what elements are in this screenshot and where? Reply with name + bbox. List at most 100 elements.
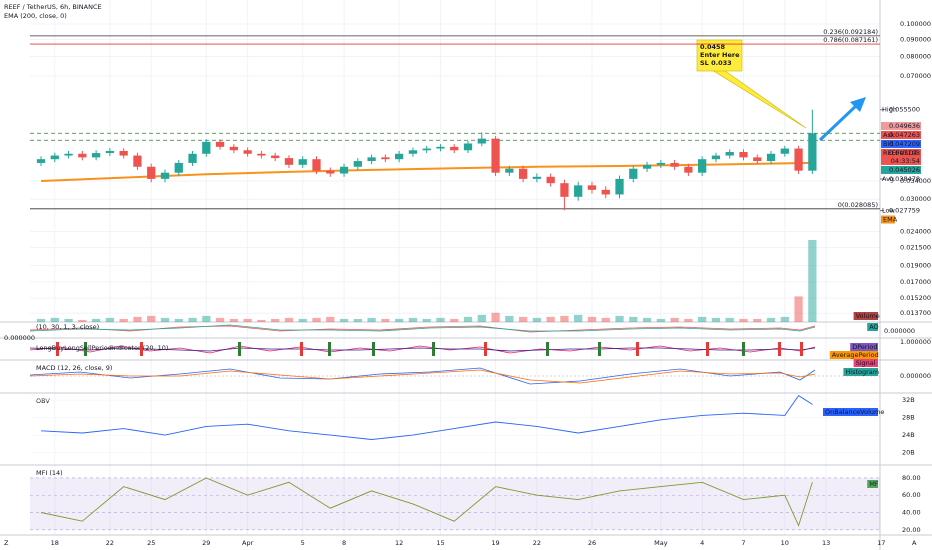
signal-bar: [432, 342, 435, 356]
y-tick-label: 0.021500: [900, 244, 931, 252]
volume-bar: [560, 315, 569, 322]
candle-body: [615, 178, 624, 195]
callout-text: SL 0.033: [700, 59, 732, 67]
price-tag-name: Bid: [883, 140, 893, 148]
y-tick-label: 0.015200: [900, 294, 931, 302]
y-tick-label: 0.090000: [900, 35, 931, 43]
y-tick-label: 0.080000: [900, 53, 931, 61]
candle-body: [147, 166, 156, 179]
candle-body: [312, 159, 321, 171]
candle-body: [725, 152, 734, 156]
volume-bar: [271, 318, 280, 322]
y-tick-label: 0.013700: [900, 309, 931, 317]
volume-bar: [243, 318, 252, 322]
volume-bar: [147, 315, 156, 322]
legend-tag: MF: [869, 480, 879, 488]
candle-body: [739, 152, 748, 158]
candle-body: [243, 150, 252, 154]
y-tick-label: 0.017000: [900, 278, 931, 286]
candle-body: [753, 157, 762, 162]
y-tick-label: 0.070000: [900, 72, 931, 80]
volume-bar: [422, 318, 431, 322]
candle-body: [174, 162, 183, 173]
candle-body: [119, 150, 128, 156]
candle-body: [64, 153, 73, 156]
x-tick-label: 13: [822, 539, 830, 547]
panel-title: OBV: [36, 397, 50, 405]
volume-bar: [491, 312, 500, 322]
candle-body: [257, 153, 266, 156]
arrow-head: [850, 97, 866, 112]
volume-bar: [78, 319, 87, 322]
volume-bar: [794, 296, 803, 322]
x-tick-label: 7: [741, 539, 745, 547]
y-tick-label: 40.00: [902, 509, 921, 517]
candle-body: [794, 148, 803, 171]
x-tick-label: 5: [301, 539, 305, 547]
auto-scale-icon[interactable]: A: [912, 539, 917, 547]
volume-bar: [450, 318, 459, 322]
candle-body: [491, 138, 500, 173]
price-tag: [881, 148, 921, 165]
candle-body: [629, 168, 638, 179]
volume-bar: [711, 317, 721, 322]
price-tag: [881, 121, 921, 130]
volume-bar: [518, 316, 528, 322]
volume-bar: [257, 319, 266, 322]
x-tick-label: 10: [781, 539, 789, 547]
panel-value: 0.000000: [4, 334, 35, 342]
price-tag-value: 0.047198: [889, 149, 920, 157]
timezone-icon[interactable]: Z: [4, 539, 9, 547]
price-tag-value: 0.047263: [889, 131, 920, 139]
candle-body: [271, 155, 280, 159]
price-tag-timer: 04:33:54: [891, 157, 920, 165]
volume-bar: [436, 317, 445, 322]
volume-bar: [395, 318, 404, 322]
volume-bar: [532, 317, 542, 322]
volume-bar: [670, 317, 679, 322]
volume-bar: [284, 317, 294, 322]
y-tick-label: 0.030000: [900, 195, 931, 203]
candle-body: [339, 166, 349, 174]
candle-body: [642, 164, 652, 169]
candle-body: [78, 153, 87, 158]
price-tag-name: Avg: [882, 175, 894, 183]
panel-title: (10, 30, 1, 3, close): [36, 323, 99, 331]
y-tick-label: 28B: [902, 414, 915, 422]
candle-body: [381, 157, 390, 160]
volume-bar: [725, 317, 734, 322]
legend-tag-bg: [853, 312, 878, 320]
x-tick-label: 12: [395, 539, 403, 547]
candle-body: [422, 148, 431, 151]
volume-bar: [505, 315, 514, 322]
candle-body: [298, 159, 307, 165]
volume-bar: [312, 317, 321, 322]
y-tick-label: 0.024000: [900, 228, 931, 236]
axis-label: 0.000000: [900, 372, 931, 380]
price-tag-value: 0.055500: [889, 106, 920, 114]
level-label: 0(0.028085): [838, 201, 878, 209]
x-tick-label: 22: [533, 539, 541, 547]
x-tick-label: 26: [588, 539, 596, 547]
volume-bar: [188, 317, 197, 322]
price-tag-value: 0.038478: [889, 175, 920, 183]
volume-bar: [353, 318, 362, 322]
volume-bar: [629, 316, 638, 322]
macd-line: [29, 367, 816, 385]
legend-tag-bg: [823, 408, 878, 416]
axis-label: 0.000000: [884, 327, 915, 335]
candle-body: [574, 185, 583, 197]
price-tag-name: REEFUSDT: [883, 149, 917, 157]
volume-bar: [229, 318, 238, 322]
signal-bar: [56, 342, 59, 356]
signal-bar: [742, 342, 745, 356]
candle-body: [477, 138, 486, 144]
legend-tag-bg: [867, 323, 878, 331]
volume-bar: [601, 317, 610, 322]
legend-tag-bg: [867, 480, 878, 488]
arrow-shaft: [818, 102, 860, 142]
level-label: 0.786(0.087161): [823, 36, 878, 44]
ao-line: [29, 324, 816, 332]
